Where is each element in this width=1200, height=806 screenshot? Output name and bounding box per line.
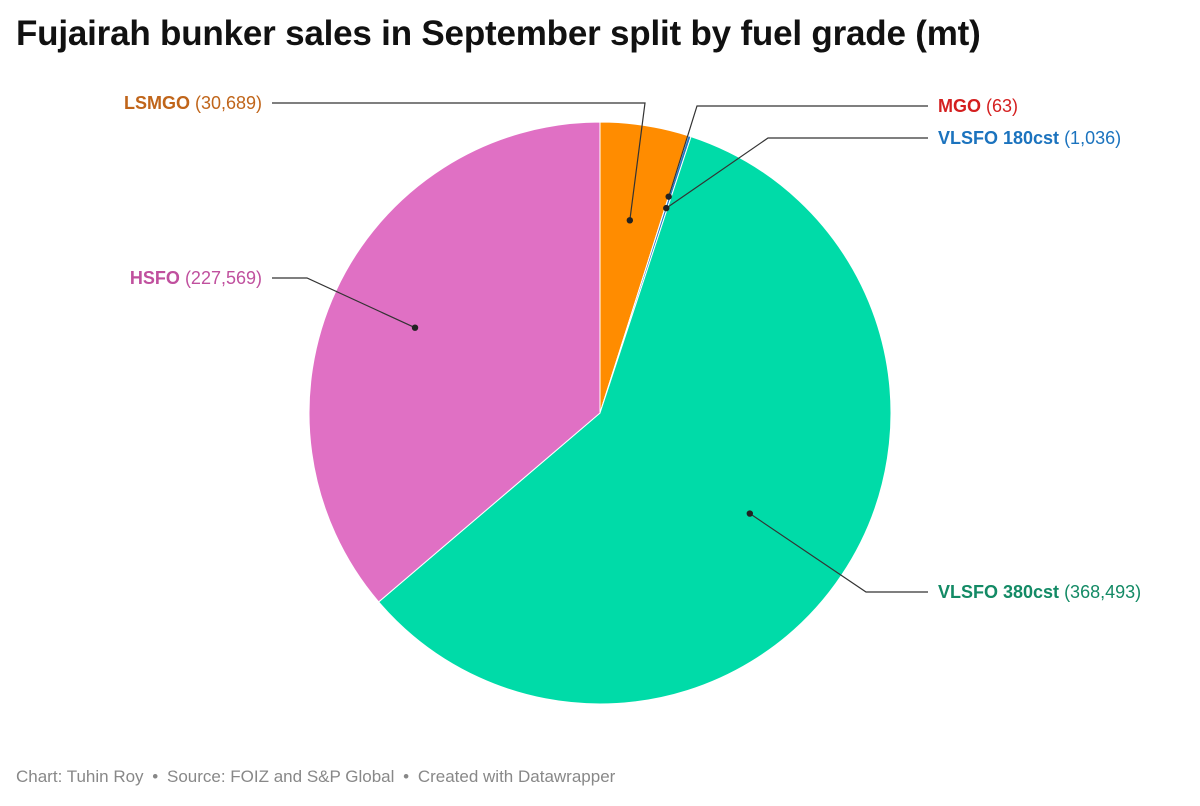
slice-name: HSFO [130,268,180,288]
slice-value: (1,036) [1059,128,1121,148]
leader-dot [746,510,754,517]
leader-dot [665,193,672,200]
chart-credit: Chart: Tuhin Roy [16,767,144,786]
leader-line [668,105,928,197]
slice-label-vlsfo-180cst: VLSFO 180cst (1,036) [938,128,1121,148]
slice-labels: LSMGO (30,689) MGO (63) VLSFO 180cst (1,03… [124,93,1141,602]
leader-line [272,102,646,221]
leader-dot [626,217,634,224]
created-with: Created with Datawrapper [417,767,616,786]
chart-source: Source: FOIZ and S&P Global [166,767,395,786]
leader-lines [272,102,928,593]
leader-dot [411,324,419,331]
footer-separator: • [403,767,410,786]
leader-line [749,513,928,593]
slice-value: (227,569) [180,268,262,288]
pie-slices [308,121,892,705]
footer-separator: • [152,767,159,786]
slice-name: LSMGO [124,93,190,113]
leader-dot [663,204,670,212]
slice-name: VLSFO 180cst [938,128,1059,148]
slice-value: (63) [981,96,1018,116]
slice-value: (30,689) [190,93,262,113]
leader-line [272,277,416,329]
slice-name: MGO [938,96,981,116]
chart-title: Fujairah bunker sales in September split… [16,14,981,53]
leader-line [665,137,928,209]
slice-label-lsmgo: LSMGO (30,689) [124,93,262,113]
slice-label-mgo: MGO (63) [938,96,1018,116]
chart-footer: Chart: Tuhin Roy • Source: FOIZ and S&P … [16,767,615,787]
slice-name: VLSFO 380cst [938,582,1059,602]
slice-value: (368,493) [1059,582,1141,602]
slice-label-vlsfo-380cst: VLSFO 380cst (368,493) [938,582,1141,602]
slice-label-hsfo: HSFO (227,569) [130,268,262,288]
